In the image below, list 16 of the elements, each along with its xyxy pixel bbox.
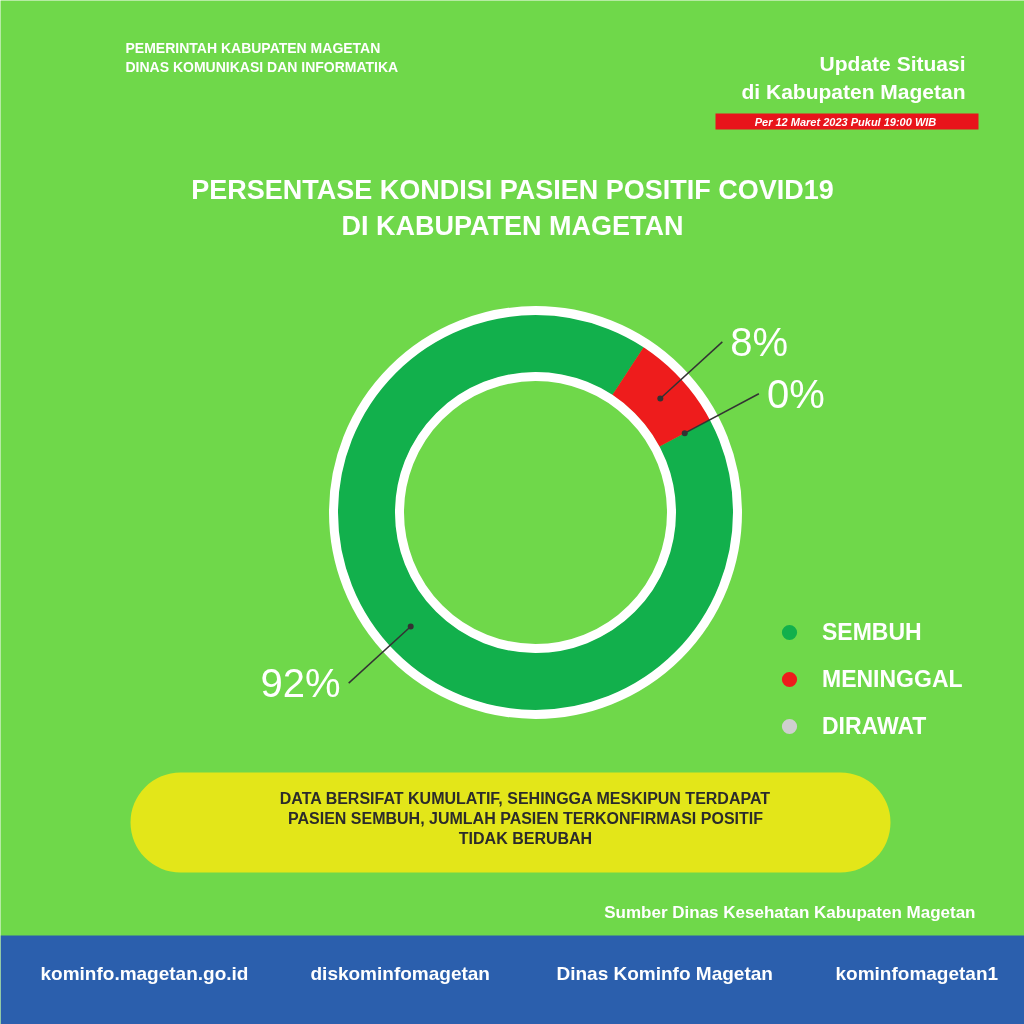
legend-label: SEMBUH bbox=[822, 618, 922, 646]
data-label: 8% bbox=[730, 319, 789, 364]
text: kominfomagetan1 bbox=[835, 963, 999, 984]
text: Dinas Kominfo Magetan bbox=[556, 963, 773, 984]
text: Sumber Dinas Kesehatan Kabupaten Magetan bbox=[604, 903, 976, 922]
data-label: 92% bbox=[260, 661, 341, 706]
text: Update Situasi di Kabupaten Magetan bbox=[741, 52, 966, 103]
text: DATA BERSIFAT KUMULATIF, SEHINGGA MESKIPUN TERDAPAT PASIEN SEMBUH, JUMLAH PASIEN TERKONFIRMASI POSITIF TIDAK BERUBAH bbox=[279, 789, 771, 848]
legend-label: DIRAWAT bbox=[822, 712, 927, 740]
text: kominfo.magetan.go.id bbox=[40, 963, 249, 984]
chart-title: PERSENTASE KONDISI PASIEN POSITIF COVID19 DI KABUPATEN MAGETAN bbox=[191, 174, 834, 241]
legend-label: MENINGGAL bbox=[822, 665, 963, 693]
text: diskominfomagetan bbox=[310, 963, 490, 984]
text: Per 12 Maret 2023 Pukul 19:00 WIB bbox=[754, 115, 937, 128]
text: 0% bbox=[766, 371, 825, 416]
text: PEMERINTAH KABUPATEN MAGETAN DINAS KOMUNIKASI DAN INFORMATIKA bbox=[125, 39, 399, 76]
